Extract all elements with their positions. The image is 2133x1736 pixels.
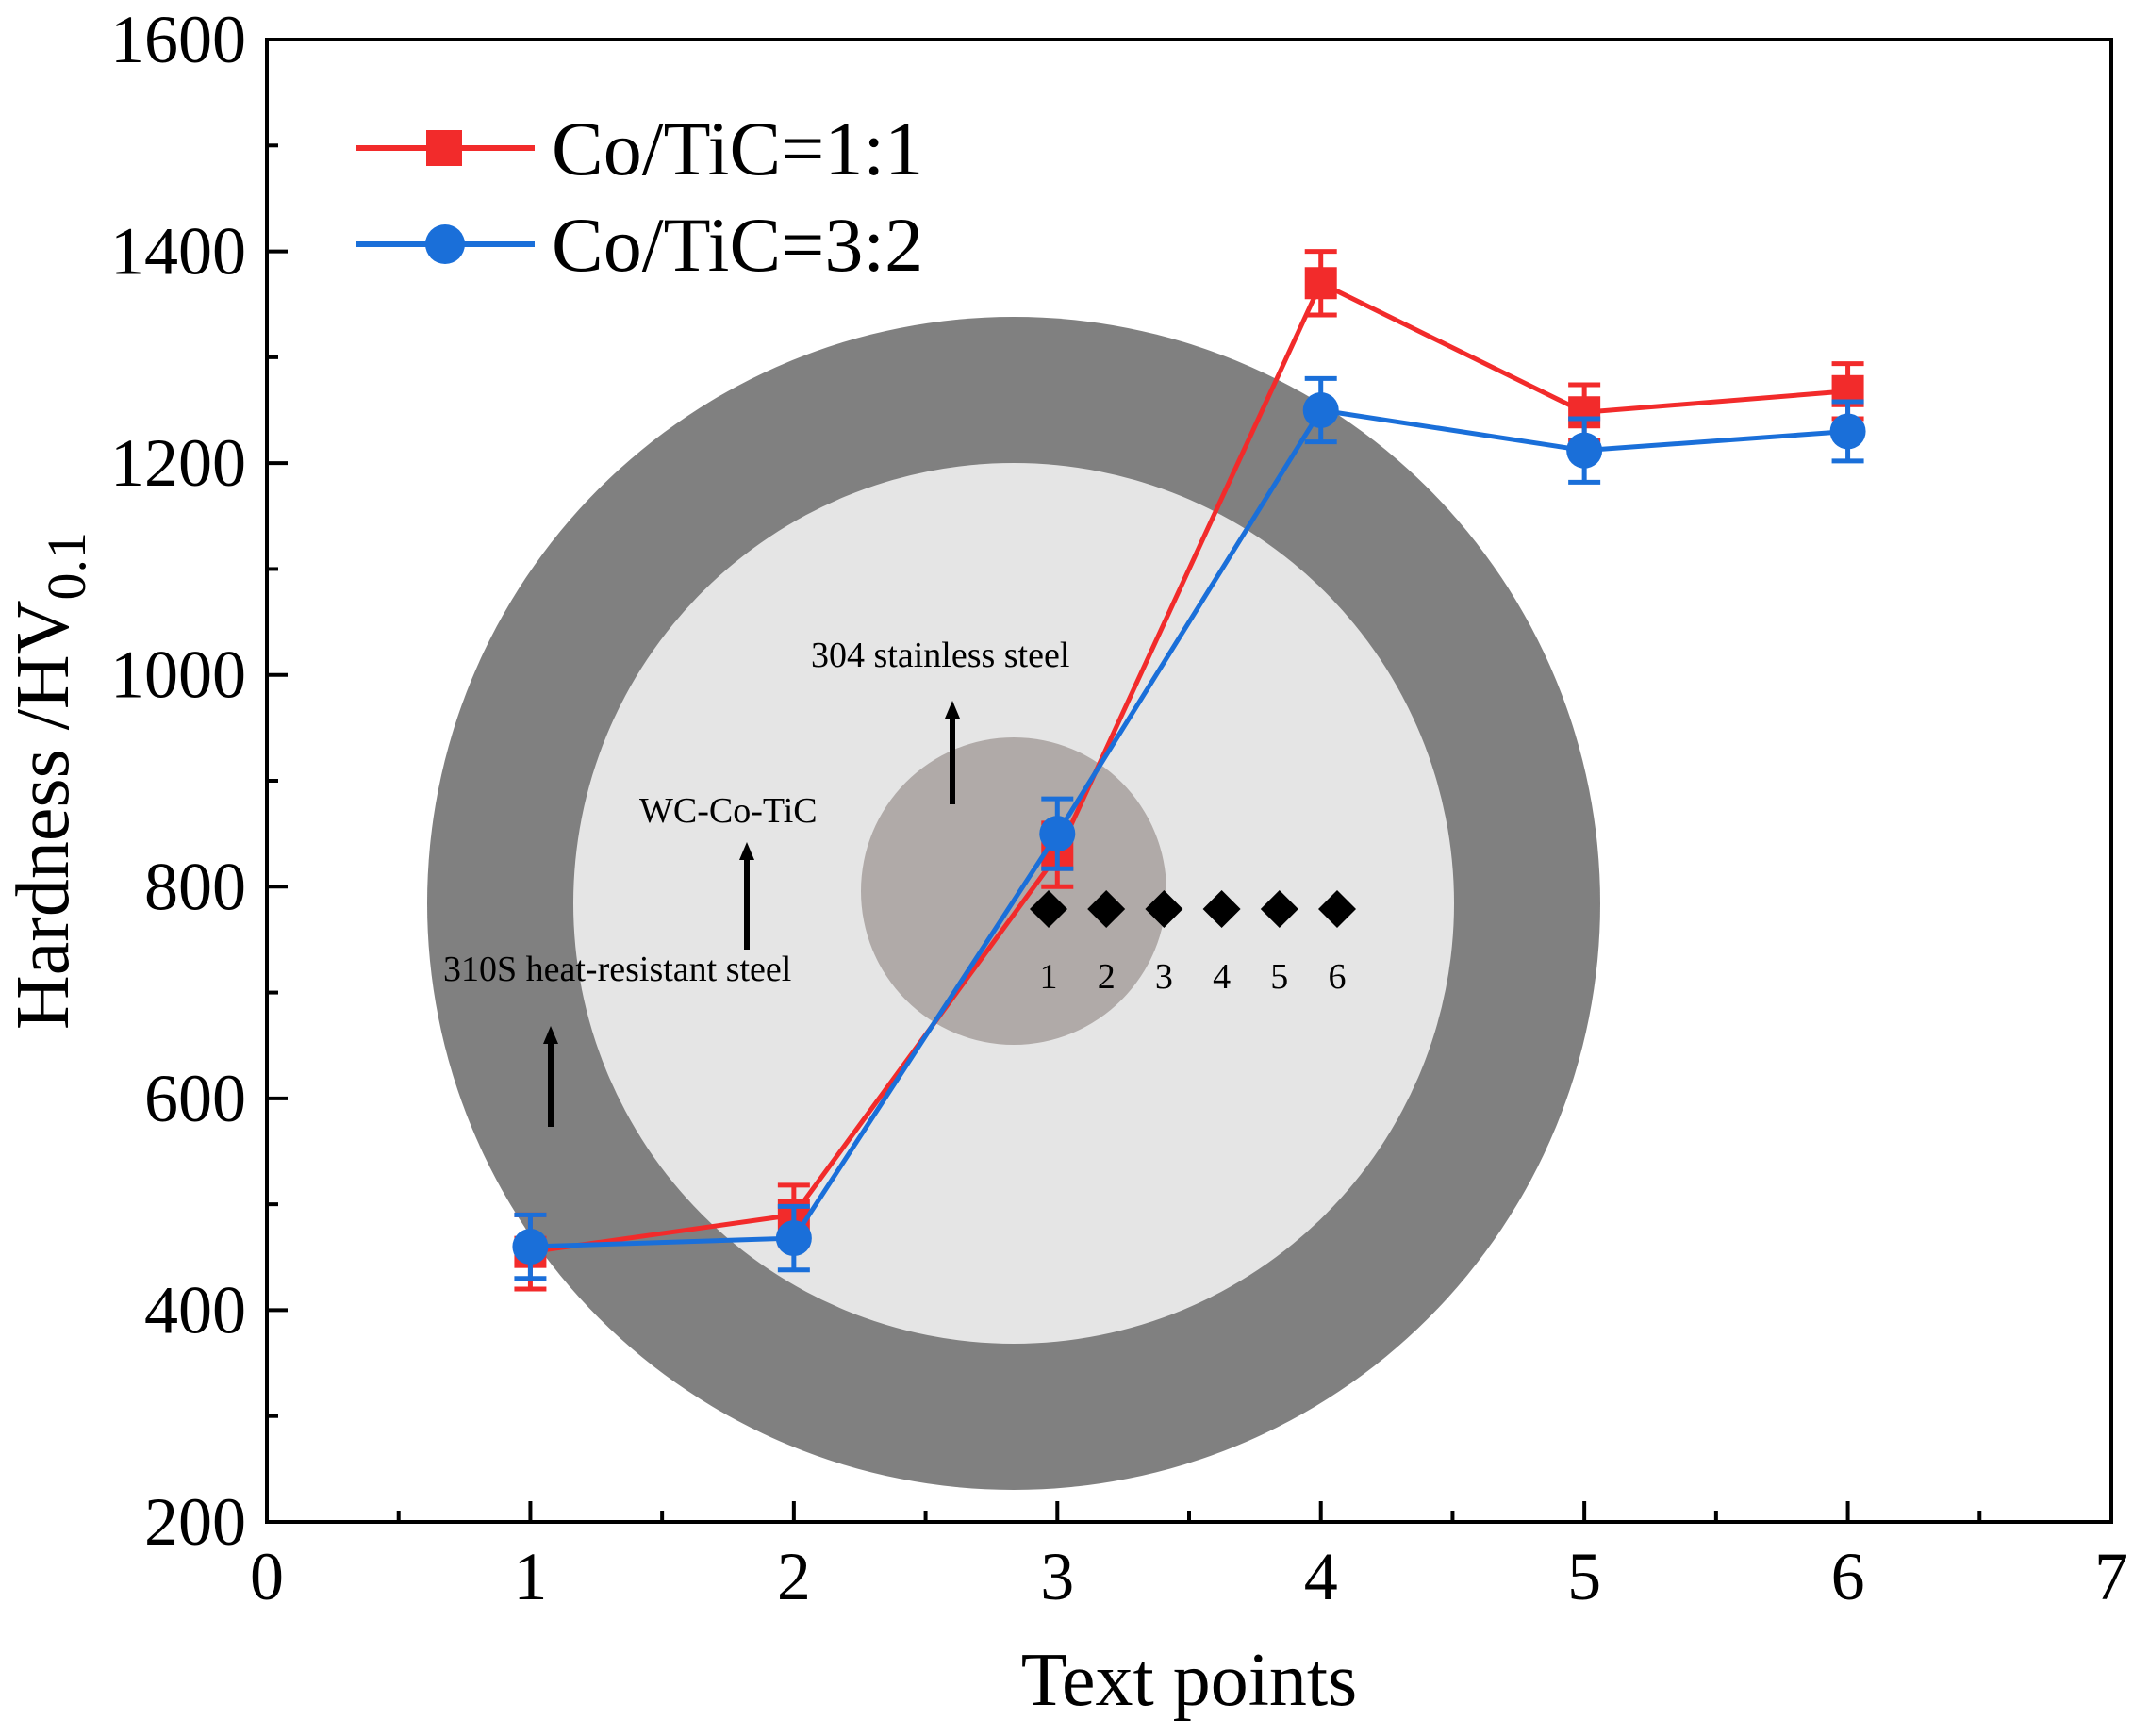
legend-label-2: Co/TiC=3:2 (552, 202, 923, 288)
arrow-inner-head (945, 701, 960, 719)
outer-label: 310S heat-resistant steel (443, 950, 791, 989)
core-304-steel (861, 737, 1166, 1045)
data-point-circle (1039, 816, 1076, 852)
data-point-square (1304, 267, 1337, 300)
inset-point-marker-3 (1145, 890, 1183, 928)
y-tick-label-800: 800 (144, 849, 246, 924)
y-axis-title-subscript: 0.1 (36, 532, 97, 601)
series-2 (512, 375, 1866, 1281)
x-tick-label-7: 7 (2094, 1539, 2128, 1614)
y-axis-title-main: Hardness /HV (2, 601, 85, 1030)
inset-point-label-5: 5 (1270, 957, 1288, 997)
x-tick-label-1: 1 (513, 1539, 547, 1614)
legend-marker-circle (425, 224, 465, 264)
x-tick-label-0: 0 (250, 1539, 284, 1614)
inset-point-marker-2 (1087, 890, 1126, 928)
inset-point-marker-1 (1030, 890, 1067, 928)
inset-point-label-4: 4 (1213, 957, 1231, 997)
legend-marker-square (426, 130, 462, 166)
inset-point-marker-6 (1318, 890, 1356, 928)
y-axis-title: Hardness /HV0.1 (2, 532, 97, 1030)
x-axis-title: Text points (1021, 1639, 1358, 1722)
inset-point-label-3: 3 (1155, 957, 1173, 997)
data-point-circle (512, 1229, 549, 1265)
inset-point-label-2: 2 (1098, 957, 1116, 997)
data-point-circle (1829, 413, 1866, 450)
legend: Co/TiC=1:1 Co/TiC=3:2 (356, 106, 923, 288)
series-line-2 (530, 407, 1848, 1249)
y-tick-label-200: 200 (144, 1484, 246, 1560)
middle-label: WC-Co-TiC (639, 791, 818, 831)
inset-point-label-6: 6 (1329, 957, 1347, 997)
data-point-circle (775, 1220, 812, 1257)
y-tick-label-1200: 1200 (110, 425, 246, 501)
series-layer (512, 249, 1866, 1292)
y-tick-label-1400: 1400 (110, 214, 246, 289)
y-tick-label-600: 600 (144, 1061, 246, 1136)
legend-label-1: Co/TiC=1:1 (552, 106, 923, 191)
series-line-1 (530, 279, 1848, 1255)
axis-ticks (265, 38, 2113, 1524)
inset-point-marker-4 (1202, 890, 1241, 928)
inset-point-label-1: 1 (1040, 957, 1058, 997)
inner-label: 304 stainless steel (811, 636, 1069, 675)
x-tick-labels: 0 1 2 3 4 5 6 7 (250, 1539, 2128, 1614)
x-tick-label-6: 6 (1831, 1539, 1865, 1614)
data-point-circle (1566, 432, 1603, 469)
y-tick-label-1600: 1600 (110, 2, 246, 77)
x-tick-label-4: 4 (1304, 1539, 1338, 1614)
y-tick-label-1000: 1000 (110, 637, 246, 713)
y-tick-label-400: 400 (144, 1272, 246, 1347)
arrow-middle-head (739, 842, 754, 860)
y-tick-labels: 200 400 600 800 1000 1200 1400 1600 (110, 2, 246, 1560)
inset-point-marker-5 (1260, 890, 1298, 928)
inset-arrows (543, 701, 960, 1127)
x-tick-label-2: 2 (777, 1539, 811, 1614)
x-tick-label-3: 3 (1040, 1539, 1074, 1614)
arrow-outer-head (543, 1026, 558, 1044)
x-tick-label-5: 5 (1567, 1539, 1601, 1614)
data-point-circle (1302, 392, 1339, 428)
